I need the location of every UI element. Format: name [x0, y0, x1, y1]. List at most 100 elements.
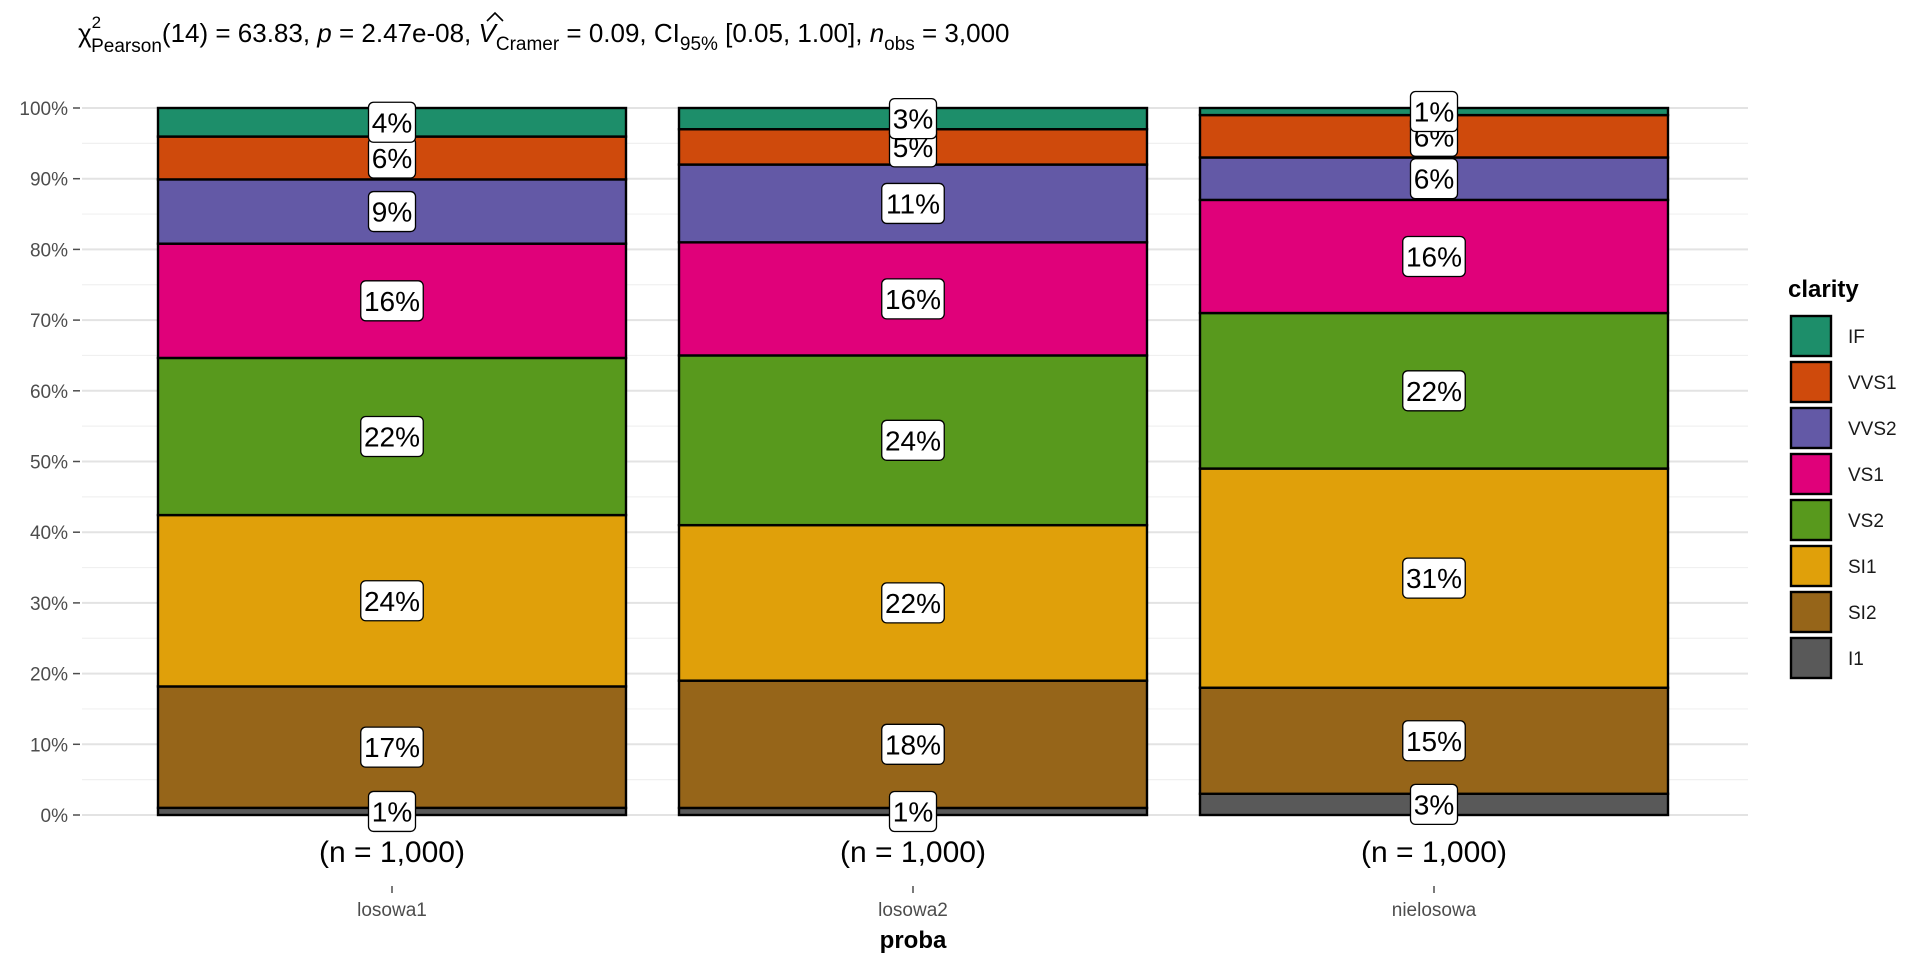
legend-title: clarity [1788, 276, 1859, 303]
legend-label: VS2 [1848, 511, 1884, 532]
data-label-box [1402, 235, 1466, 278]
data-label-box [1402, 370, 1466, 412]
data-label-box [881, 582, 945, 624]
data-label: 17% [364, 732, 420, 763]
y-tick-label: 0% [41, 806, 69, 827]
legend-label: SI1 [1848, 557, 1877, 578]
data-label: 15% [1406, 726, 1462, 757]
data-label: 1% [893, 796, 933, 827]
data-label: 16% [885, 284, 941, 315]
data-label: 24% [885, 425, 941, 456]
data-label-box [1402, 557, 1466, 599]
legend-label: SI2 [1848, 603, 1877, 624]
data-label: 3% [893, 104, 933, 135]
subtitle-n-symbol: n [870, 18, 884, 48]
x-tick-label: losowa1 [357, 900, 427, 921]
y-tick-label: 70% [30, 311, 68, 332]
data-label-box [1409, 90, 1459, 133]
data-label: 4% [372, 107, 412, 138]
data-label: 31% [1406, 563, 1462, 594]
count-label: (n = 1,000) [840, 836, 986, 869]
y-tick-label: 100% [19, 99, 68, 120]
data-label: 11% [886, 188, 940, 219]
data-label-box [881, 723, 945, 765]
subtitle-ci-value: [0.05, 1.00], [718, 18, 870, 48]
subtitle-df: (14) = 63.83, [162, 18, 317, 48]
data-label-box [360, 580, 424, 622]
data-labels: 1%17%24%22%16%9%6%4%1%18%22%24%16%11%5%3… [360, 90, 1466, 833]
subtitle-n-sub: obs [884, 34, 915, 55]
y-tick-label: 40% [30, 523, 68, 544]
data-label-box [1402, 720, 1466, 762]
data-label-box [360, 726, 424, 768]
y-tick-label: 80% [30, 240, 68, 261]
data-label-box [881, 419, 945, 461]
data-label: 9% [372, 197, 412, 228]
subtitle-chi-sub: Pearson [91, 36, 162, 57]
data-label: 6% [372, 143, 412, 174]
legend-swatch [1789, 452, 1833, 496]
count-label: (n = 1,000) [319, 836, 465, 869]
data-label-box [367, 190, 417, 233]
y-tick-label: 20% [30, 665, 68, 686]
subtitle-chi-sup: 2 [92, 13, 101, 32]
legend-label: I1 [1848, 649, 1864, 670]
data-label-box [881, 182, 945, 225]
data-label: 22% [885, 588, 941, 619]
legend-label: VS1 [1848, 465, 1884, 486]
y-tick-label: 50% [30, 453, 68, 474]
data-label-box [360, 280, 424, 322]
legend-swatch [1789, 360, 1833, 404]
data-label: 22% [1406, 376, 1462, 407]
data-label: 16% [1406, 241, 1462, 272]
data-label-box [888, 97, 938, 140]
subtitle-n-value: = 3,000 [915, 18, 1010, 48]
subtitle-p-value: = 2.47e-08, [332, 18, 479, 48]
subtitle-v-sub: Cramer [496, 34, 560, 55]
y-axis: 0% 10% 20% 30% 40% 50% 60% 70% 80% 90% 100% [19, 99, 80, 827]
x-axis: (n = 1,000) losowa1 (n = 1,000) losowa2 (n =… [319, 836, 1507, 921]
data-label: 1% [1414, 97, 1454, 128]
legend-swatch [1789, 314, 1833, 358]
legend-swatch [1789, 590, 1833, 634]
data-label-box [1409, 783, 1459, 826]
y-tick-label: 10% [30, 735, 68, 756]
count-label: (n = 1,000) [1361, 836, 1507, 869]
data-label-box [1409, 158, 1459, 200]
legend-label: IF [1848, 327, 1865, 348]
data-label-box [360, 415, 424, 458]
legend-label: VVS2 [1848, 419, 1897, 440]
data-label-box [367, 101, 417, 143]
y-tick-label: 60% [30, 382, 68, 403]
x-tick-label: nielosowa [1392, 900, 1477, 921]
legend-swatch [1789, 544, 1833, 588]
y-tick-label: 30% [30, 594, 68, 615]
subtitle-chi: χ [78, 18, 92, 48]
chart-subtitle: χ2 Pearson(14) = 63.83, p = 2.47e-08, VCr… [78, 13, 1010, 57]
x-axis-title: proba [880, 927, 947, 954]
data-label: 18% [885, 729, 941, 760]
data-label: 22% [364, 422, 420, 453]
subtitle-ci-sub: 95% [680, 34, 718, 55]
subtitle-v-value: = 0.09, CI [559, 18, 680, 48]
data-label: 16% [364, 286, 420, 317]
data-label: 6% [1414, 164, 1454, 195]
bar-segment [156, 178, 628, 245]
data-label: 1% [372, 796, 412, 827]
data-label: 3% [1414, 789, 1454, 820]
legend-label: VVS1 [1848, 373, 1897, 394]
y-tick-label: 90% [30, 170, 68, 191]
x-tick-label: losowa2 [878, 900, 948, 921]
legend-swatch [1789, 498, 1833, 542]
data-label-box [881, 278, 945, 320]
legend-swatch [1789, 406, 1833, 450]
legend-swatch [1789, 636, 1833, 680]
subtitle-p-symbol: p [316, 18, 331, 48]
legend: clarity IF VVS1 VVS2 VS1 VS2 SI1 SI2 I1 [1788, 276, 1897, 680]
v-hat-accent [486, 11, 504, 22]
subtitle-v-symbol: V [479, 18, 499, 48]
data-label-box [888, 790, 938, 833]
data-label-box [367, 790, 417, 833]
data-label: 24% [364, 586, 420, 617]
